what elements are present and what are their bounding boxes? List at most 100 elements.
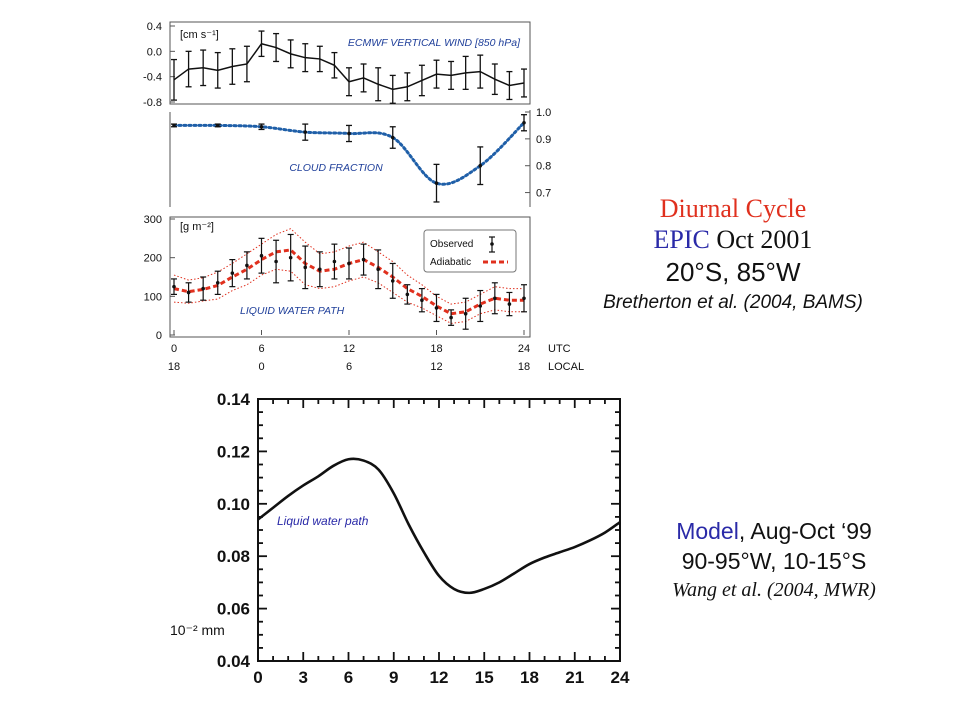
cloud-ytick-label-3: 0.7 xyxy=(536,188,551,200)
wind-ytick-label-3: -0.8 xyxy=(143,97,162,109)
epic-caption-line2: EPIC Oct 2001 xyxy=(568,224,898,255)
lwp-observed-point-19 xyxy=(449,316,453,320)
lwp-observed-point-1 xyxy=(187,291,191,295)
cloud-point-2 xyxy=(260,125,264,129)
cloud-ytick-label-1: 0.9 xyxy=(536,134,551,146)
epic-label: EPIC xyxy=(654,225,710,254)
lwp-observed-point-22 xyxy=(493,296,497,300)
cloud-ytick-label-0: 1.0 xyxy=(536,107,551,119)
local-tick-label-2: 6 xyxy=(346,361,352,373)
model-ytick-label-3: 0.08 xyxy=(217,547,250,566)
model-period: , Aug-Oct ‘99 xyxy=(739,518,872,544)
model-xtick-label-6: 18 xyxy=(520,668,539,687)
cloud-point-7 xyxy=(478,164,482,168)
model-xtick-label-4: 12 xyxy=(430,668,449,687)
cloud-series xyxy=(171,115,527,202)
lwp-ytick-label-2: 100 xyxy=(144,291,162,303)
epic-date: Oct 2001 xyxy=(710,225,813,254)
wind-errorbar-22 xyxy=(492,64,498,94)
wind-frame xyxy=(170,22,530,104)
lwp-observed-point-24 xyxy=(522,296,526,300)
panel-liquid-water-path: 300 200 100 0 [g m⁻²] LIQUID WATER PATH Obs… xyxy=(144,214,584,373)
lwp-observed-point-12 xyxy=(347,262,351,266)
lwp-observed-point-16 xyxy=(406,293,410,297)
model-label: Model xyxy=(676,518,739,544)
model-ytick-label-4: 0.06 xyxy=(217,600,250,619)
lwp-observed-point-7 xyxy=(274,260,278,264)
model-xtick-label-8: 24 xyxy=(611,668,630,687)
epic-citation: Bretherton et al. (2004, BAMS) xyxy=(568,289,898,317)
lwp-observed-point-8 xyxy=(289,256,293,260)
cloud-point-4 xyxy=(347,132,351,136)
cloud-point-0 xyxy=(172,124,176,128)
lwp-legend: Observed Adiabatic xyxy=(424,230,516,272)
epic-caption-location: 20°S, 85°W xyxy=(568,255,898,289)
lwp-observed-point-6 xyxy=(260,254,264,258)
cloud-point-1 xyxy=(216,124,220,128)
lwp-title: LIQUID WATER PATH xyxy=(240,305,345,317)
model-ytick-label-5: 0.04 xyxy=(217,652,251,671)
wind-title: ECMWF VERTICAL WIND [850 hPa] xyxy=(348,37,521,49)
panel-vertical-wind: 0.4 0.0 -0.4 -0.8 [cm s⁻¹] ECMWF VERTICAL W… xyxy=(143,21,530,109)
wind-ytick-label-1: 0.0 xyxy=(147,46,162,58)
lwp-observed-point-20 xyxy=(464,312,468,316)
model-ticks xyxy=(258,399,620,661)
epic-figure: 0.4 0.0 -0.4 -0.8 [cm s⁻¹] ECMWF VERTICAL W… xyxy=(140,12,610,377)
lwp-observed-point-5 xyxy=(245,264,249,268)
lwp-ytick-label-1: 200 xyxy=(144,253,162,265)
lwp-observed-point-18 xyxy=(435,306,439,310)
model-ytick-label-1: 0.12 xyxy=(217,442,250,461)
lwp-observed-point-13 xyxy=(362,258,366,262)
lwp-observed-point-0 xyxy=(172,285,176,289)
model-caption-location: 90-95°W, 10-15°S xyxy=(634,546,914,576)
wind-errorbar-0 xyxy=(171,60,177,101)
panel-cloud-fraction: 1.0 0.9 0.8 0.7 CLOUD FRACTION xyxy=(170,107,551,207)
lwp-x-axis: 0 6 12 18 24 UTC 18 0 6 12 18 LOCAL xyxy=(168,330,584,373)
model-ytick-label-0: 0.14 xyxy=(217,390,251,409)
local-tick-label-4: 18 xyxy=(518,361,530,373)
cloud-point-5 xyxy=(391,136,395,140)
lwp-observed-point-14 xyxy=(376,267,380,271)
lwp-observed-point-21 xyxy=(478,304,482,308)
model-citation: Wang et al. (2004, MWR) xyxy=(634,576,914,604)
model-xtick-label-1: 3 xyxy=(299,668,308,687)
epic-caption-line1: Diurnal Cycle xyxy=(568,193,898,224)
lwp-unit-label: [g m⁻²] xyxy=(180,221,214,233)
wind-unit-label: [cm s⁻¹] xyxy=(180,29,219,41)
local-axis-label: LOCAL xyxy=(548,361,584,373)
lwp-observed-point-3 xyxy=(216,281,220,285)
model-caption-line1: Model, Aug-Oct ‘99 xyxy=(634,517,914,546)
lwp-ytick-label-0: 300 xyxy=(144,214,162,226)
lwp-observed-point-9 xyxy=(303,266,307,270)
lwp-observed-point-2 xyxy=(201,287,205,291)
legend-adiabatic-label: Adiabatic xyxy=(430,257,471,268)
utc-tick-label-1: 6 xyxy=(258,343,264,355)
epic-caption: Diurnal Cycle EPIC Oct 2001 20°S, 85°W B… xyxy=(568,193,898,317)
cloud-y-axis: 1.0 0.9 0.8 0.7 xyxy=(525,107,551,200)
lwp-ytick-label-3: 0 xyxy=(156,330,162,342)
model-axis-labels: 0.140.120.100.080.060.040 3 6 9 12 15 18 21 24 xyxy=(217,390,630,687)
utc-axis-label: UTC xyxy=(548,343,571,355)
model-xtick-label-0: 0 xyxy=(253,668,262,687)
wind-errorbar-11 xyxy=(331,53,337,78)
cloud-point-6 xyxy=(435,181,439,185)
lwp-observed-point-23 xyxy=(508,302,512,306)
model-xtick-label-5: 15 xyxy=(475,668,494,687)
wind-errorbar-17 xyxy=(419,65,425,95)
cloud-point-3 xyxy=(303,130,307,134)
utc-tick-label-3: 18 xyxy=(430,343,442,355)
model-caption: Model, Aug-Oct ‘99 90-95°W, 10-15°S Wang… xyxy=(634,517,914,604)
utc-tick-label-2: 12 xyxy=(343,343,355,355)
model-frame xyxy=(258,399,620,661)
legend-observed-label: Observed xyxy=(430,239,473,250)
lwp-observed-point-17 xyxy=(420,298,424,302)
cloud-title: CLOUD FRACTION xyxy=(289,162,383,174)
wind-ytick-label-2: -0.4 xyxy=(143,72,162,84)
cloud-point-8 xyxy=(522,121,526,125)
wind-ytick-label-0: 0.4 xyxy=(147,21,162,33)
model-xtick-label-2: 6 xyxy=(344,668,353,687)
utc-tick-label-4: 24 xyxy=(518,343,530,355)
local-tick-label-0: 18 xyxy=(168,361,180,373)
cloud-ytick-label-2: 0.8 xyxy=(536,161,551,173)
local-tick-label-1: 0 xyxy=(258,361,264,373)
